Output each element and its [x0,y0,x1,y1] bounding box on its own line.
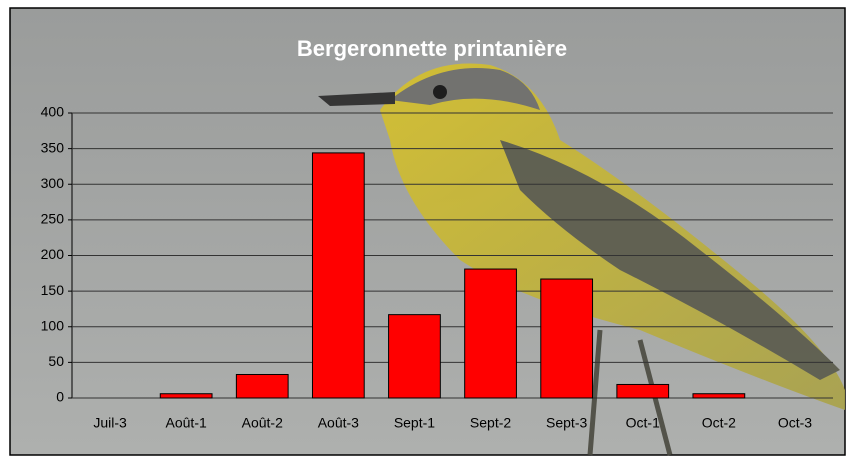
y-tick-label: 350 [41,139,65,155]
bar [617,384,669,398]
y-tick-label: 0 [56,389,64,405]
bar [693,394,745,398]
chart-title: Bergeronnette printanière [297,36,567,61]
bar [389,315,441,398]
bar [541,279,593,398]
y-tick-label: 100 [41,317,65,333]
x-tick-label: Oct-1 [626,415,660,431]
x-tick-label: Oct-3 [778,415,812,431]
y-tick-label: 50 [48,353,64,369]
bar [465,269,517,398]
x-tick-label: Sept-3 [546,415,587,431]
chart: Bergeronnette printanière 0 50 100 150 200 25… [0,0,850,461]
x-tick-label: Sept-2 [470,415,511,431]
x-tick-label: Août-3 [318,415,359,431]
x-tick-label: Août-2 [242,415,283,431]
y-tick-label: 400 [41,104,65,120]
y-tick-label: 200 [41,246,65,262]
x-tick-label: Juil-3 [93,415,127,431]
bar [160,394,212,398]
x-tick-label: Août-1 [166,415,207,431]
y-tick-label: 250 [41,211,65,227]
x-tick-label: Oct-2 [702,415,736,431]
bar [312,153,364,398]
y-tick-label: 300 [41,175,65,191]
bar [236,374,288,398]
page: Bergeronnette printanière 0 50 100 150 200 25… [0,0,850,461]
x-tick-label: Sept-1 [394,415,435,431]
y-tick-label: 150 [41,282,65,298]
